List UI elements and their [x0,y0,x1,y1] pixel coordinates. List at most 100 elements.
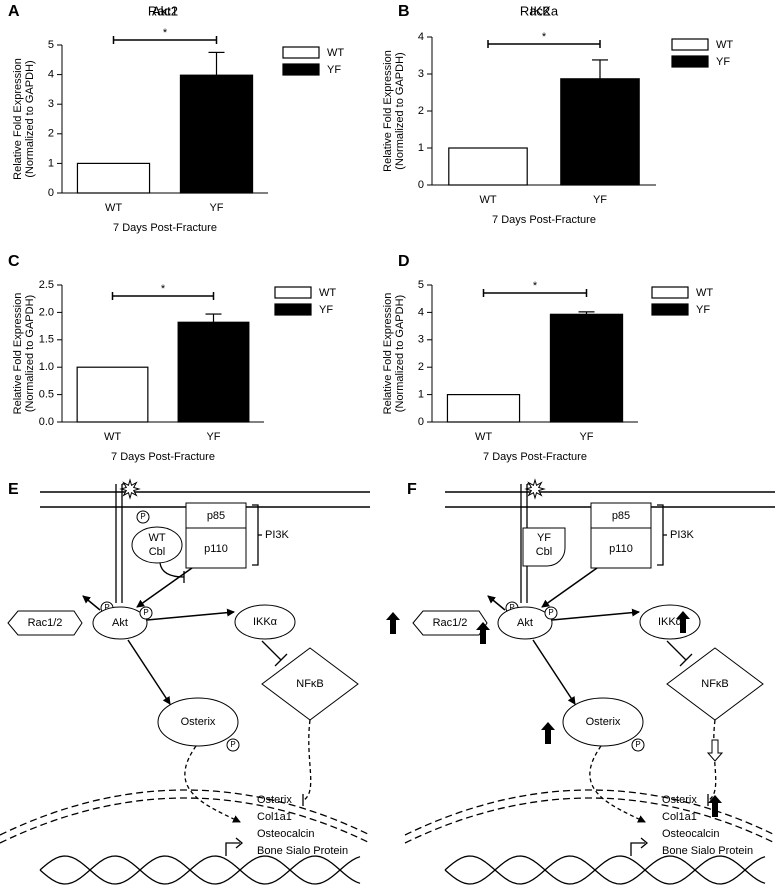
legend-swatch [282,63,320,76]
significance-bracket [112,36,218,44]
y-tick-label: 0 [418,179,424,191]
y-tick-label: 3 [48,98,54,110]
y-axis-label: (Normalized to GAPDH) [394,295,406,412]
rac-node [7,610,83,636]
target-gene: Col1a1 [257,811,292,823]
panel-label: E [8,481,19,498]
x-tick-label: YF [209,202,223,214]
target-gene: Osteocalcin [662,828,719,840]
legend-label: WT [327,47,344,59]
significance-mark: * [161,283,166,295]
p85-label: p85 [207,510,225,522]
y-axis-label: Relative Fold Expression [12,293,24,415]
y-tick-label: 3 [418,68,424,80]
y-tick-label: 1.5 [39,334,54,346]
panel-label: C [8,253,20,270]
x-tick-label: WT [104,431,121,443]
cbl-shape [131,526,183,564]
y-tick-label: 0 [418,416,424,428]
y-axis-label: Relative Fold Expression [382,293,394,415]
legend-swatch [671,38,709,51]
cbl-label: YF [537,532,551,544]
bar [446,394,521,423]
inhibit-arrow [708,719,717,801]
x-tick-label: YF [206,431,220,443]
y-tick-label: 5 [48,39,54,51]
phospho-circle [544,606,558,620]
inhibit-arrow [303,719,312,801]
phospho-label: P [635,740,640,749]
y-tick-label: 1 [418,389,424,401]
activation-arrow [551,608,640,621]
cbl-label: Cbl [536,546,553,558]
activation-arrow [136,567,193,608]
pi3k-box [590,502,652,569]
legend-swatch [274,286,312,299]
osterix-node [562,697,644,747]
chart-title: Rac1 [148,3,178,18]
target-gene: Bone Sialo Protein [257,845,348,857]
y-tick-label: 2 [418,105,424,117]
nuclear-membrane [404,797,776,844]
cbl-label: Cbl [149,546,166,558]
increase-arrow [386,612,400,634]
akt-node [92,606,148,640]
significance-bracket [482,289,588,297]
bar [549,313,624,423]
p110-label: p110 [204,543,228,555]
legend-swatch [651,303,689,316]
akt-label: Akt [112,617,128,629]
target-gene: Col1a1 [662,811,697,823]
legend-label: YF [327,64,341,76]
panel-label: A [8,3,20,20]
receptor [115,483,126,603]
x-axis-label: 7 Days Post-Fracture [113,222,217,234]
y-tick-label: 4 [418,306,424,318]
chart-title: IKKa [530,3,559,18]
y-tick-label: 1 [418,142,424,154]
panel-label: D [398,253,410,270]
chart-title: Rac2 [520,3,550,18]
y-tick-label: 2 [48,128,54,140]
y-tick-label: 5 [418,279,424,291]
phospho-label: P [230,740,235,749]
y-axis-label: (Normalized to GAPDH) [394,52,406,169]
p110-label: p110 [609,543,633,555]
y-tick-label: 2.0 [39,306,54,318]
ligand [119,478,141,500]
osterix-label: Osterix [181,716,216,728]
legend-swatch [651,286,689,299]
x-axis-label: 7 Days Post-Fracture [483,451,587,463]
y-tick-label: 2.5 [39,279,54,291]
cbl-label: WT [148,532,165,544]
increase-arrow [541,722,555,744]
dna-strand [39,855,361,885]
y-tick-label: 4 [48,69,54,81]
activation-arrow [127,639,171,705]
y-axis-label: (Normalized to GAPDH) [24,60,36,177]
decrease-arrow [706,739,724,762]
pi3k-box [185,502,247,569]
legend-label: WT [696,287,713,299]
bar [76,162,151,194]
increase-arrow [708,795,722,817]
cbl-shape [522,527,566,567]
y-tick-label: 2 [418,361,424,373]
bar [560,78,640,186]
x-axis-label: 7 Days Post-Fracture [111,451,215,463]
activation-arrow [146,608,235,621]
bar [448,147,528,186]
legend-label: WT [716,39,733,51]
legend-swatch [671,55,709,68]
activation-arrow [82,595,101,611]
nuclear-membrane [0,797,371,844]
nuclear-membrane [0,789,371,836]
rac-label: Rac1/2 [433,617,468,629]
significance-mark: * [163,27,168,39]
chart-title: Akt2 [152,3,178,18]
significance-mark: * [533,280,538,292]
phospho-label: P [548,608,553,617]
pi3k-label: PI3K [265,529,290,541]
